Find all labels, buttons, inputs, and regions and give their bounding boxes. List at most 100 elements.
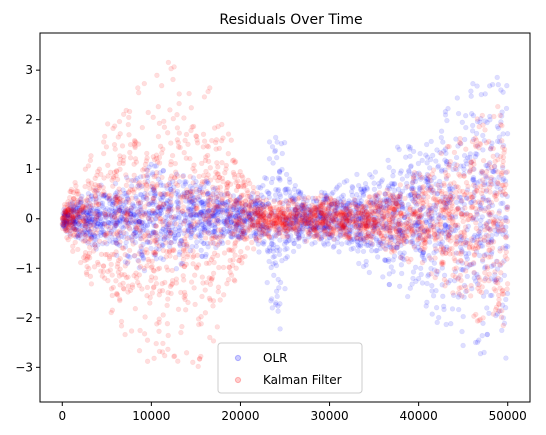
data-point <box>500 322 506 329</box>
data-point <box>461 228 467 235</box>
data-point <box>73 224 80 231</box>
data-point <box>438 244 445 250</box>
data-point <box>168 187 174 193</box>
data-point <box>320 240 327 247</box>
data-point <box>230 248 236 254</box>
data-point <box>97 230 103 236</box>
data-point <box>307 207 314 214</box>
data-point <box>429 283 435 289</box>
data-point <box>202 200 208 207</box>
data-point <box>138 236 145 242</box>
data-point <box>426 211 432 217</box>
data-point <box>435 163 442 169</box>
data-point <box>499 182 505 189</box>
data-point <box>468 159 474 166</box>
data-point <box>313 204 319 210</box>
data-point <box>340 192 346 199</box>
data-point <box>343 213 350 219</box>
data-point <box>204 191 211 198</box>
data-point <box>127 254 133 260</box>
data-point <box>154 239 160 246</box>
data-point <box>468 293 474 299</box>
data-point <box>235 237 241 243</box>
data-point <box>114 219 121 225</box>
data-point <box>142 314 148 320</box>
data-point <box>424 171 431 178</box>
data-point <box>96 184 102 191</box>
data-point <box>204 143 210 149</box>
data-point <box>66 213 73 219</box>
data-point <box>404 223 411 230</box>
data-point <box>256 205 263 211</box>
data-point <box>334 200 340 206</box>
data-point <box>346 240 352 246</box>
data-point <box>88 211 95 217</box>
data-point <box>97 216 104 222</box>
data-point <box>388 224 394 231</box>
data-point <box>360 207 366 214</box>
data-point <box>169 152 176 159</box>
data-point <box>77 227 84 234</box>
data-point <box>282 187 288 193</box>
data-point <box>343 202 349 208</box>
data-point <box>356 200 362 206</box>
data-point <box>190 359 196 365</box>
data-point <box>139 183 145 190</box>
data-point <box>310 211 316 217</box>
data-point <box>340 197 347 203</box>
data-point <box>471 182 477 188</box>
data-point <box>149 170 156 176</box>
data-point <box>165 346 171 352</box>
data-point <box>71 220 78 227</box>
data-point <box>386 197 392 204</box>
data-point <box>279 150 285 157</box>
data-point <box>411 193 418 200</box>
data-point <box>386 183 392 189</box>
data-point <box>381 225 387 231</box>
data-point <box>136 348 143 354</box>
data-point <box>154 236 160 243</box>
data-point <box>323 213 329 220</box>
data-point <box>272 147 279 154</box>
data-point <box>282 186 289 193</box>
data-point <box>418 223 424 229</box>
data-point <box>474 143 481 149</box>
data-point <box>463 112 469 119</box>
data-point <box>253 230 260 237</box>
data-point <box>410 179 416 186</box>
data-point <box>309 217 315 224</box>
data-point <box>474 237 480 244</box>
data-point <box>490 153 496 160</box>
data-point <box>76 211 83 217</box>
data-point <box>461 212 468 218</box>
data-point <box>355 216 362 223</box>
data-point <box>132 306 139 312</box>
data-point <box>59 222 66 228</box>
data-point <box>373 248 379 254</box>
data-point <box>429 288 435 294</box>
data-point <box>199 253 205 259</box>
data-point <box>224 281 230 287</box>
data-point <box>164 302 170 309</box>
data-point <box>415 160 422 167</box>
data-point <box>495 221 501 227</box>
data-point <box>198 209 205 216</box>
data-point <box>230 231 236 237</box>
data-point <box>74 191 80 197</box>
data-point <box>165 332 171 339</box>
data-point <box>100 139 107 145</box>
data-point <box>397 170 403 176</box>
data-point <box>90 231 97 238</box>
data-point <box>144 337 151 343</box>
data-point <box>500 177 506 183</box>
data-point <box>476 252 483 259</box>
data-point <box>203 180 210 186</box>
data-point <box>373 236 379 242</box>
data-point <box>72 219 79 225</box>
data-point <box>166 207 172 214</box>
data-point <box>443 159 450 165</box>
data-point <box>163 254 169 260</box>
data-point <box>427 207 433 213</box>
data-point <box>126 114 132 121</box>
data-point <box>357 232 364 238</box>
